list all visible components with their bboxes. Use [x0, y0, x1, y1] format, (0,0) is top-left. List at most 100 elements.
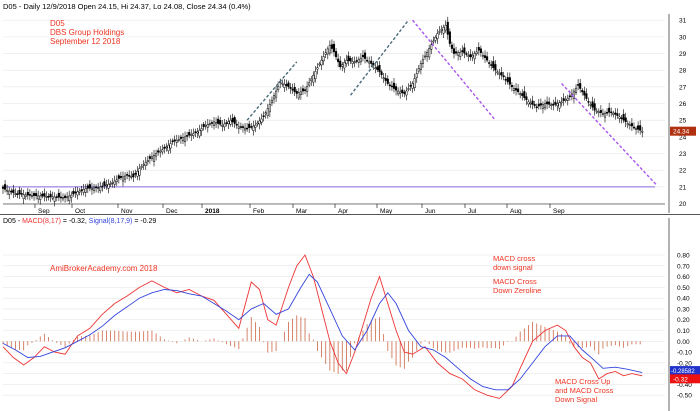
candle-body [401, 89, 404, 93]
candle-body [221, 124, 224, 127]
price-tick-label: 21 [679, 184, 687, 191]
candle-body [246, 127, 249, 130]
candle-body [212, 121, 216, 126]
x-tick-label: Jun [425, 208, 436, 215]
candle-body [86, 185, 89, 189]
macd-annotations: AmiBrokerAcademy.com 2018 MACD cross dow… [50, 254, 614, 404]
trendline-down [561, 83, 658, 186]
macd-lines [2, 254, 643, 399]
candle-body [390, 85, 393, 88]
candle-body [258, 120, 261, 125]
candle-body [28, 194, 31, 196]
candle-body [500, 72, 503, 76]
candle-body [519, 93, 522, 95]
candle-body [392, 82, 396, 89]
candle-body [119, 175, 122, 178]
candle-body [405, 90, 408, 96]
candle-body [163, 146, 166, 149]
candle-body [612, 112, 615, 115]
candle-body [608, 107, 611, 113]
candle-body [438, 31, 441, 33]
candle-body [198, 129, 201, 137]
candle-body [256, 122, 259, 125]
candle-body [26, 191, 29, 196]
x-tick-label: Dec [166, 208, 178, 215]
candle-body [494, 64, 497, 71]
price-tick-label: 22 [679, 168, 687, 175]
candle-body [241, 126, 245, 128]
candle-body [111, 182, 114, 184]
candle-body [430, 44, 433, 50]
candle-body [426, 52, 429, 57]
candle-body [595, 110, 598, 113]
candle-body [293, 86, 296, 93]
macd-tick-label: 0.70 [677, 263, 690, 270]
candle-body [49, 193, 52, 197]
candle-body [506, 77, 509, 83]
candle-body [24, 194, 27, 197]
x-tick-label: Mar [296, 208, 308, 215]
candle-body [496, 71, 499, 74]
macd-value-tag [670, 374, 700, 384]
macd-tick-label: -0.10 [677, 350, 692, 357]
candle-body [297, 92, 300, 99]
candle-body [436, 33, 439, 39]
candle-body [469, 54, 472, 58]
candle-body [606, 111, 609, 114]
note-zeroline-line2: Down Zeroline [493, 286, 541, 295]
note-cross-up-line1: MACD Cross Up [555, 377, 610, 386]
candle-body [448, 31, 451, 44]
candle-body [637, 125, 640, 130]
price-tick-label: 27 [679, 84, 687, 91]
candle-body [564, 99, 567, 101]
candle-body [159, 150, 162, 153]
candle-body [548, 101, 551, 105]
last-close-tag-label: 24.34 [673, 129, 690, 136]
candle-body [155, 153, 158, 157]
macd-value-tag-label: -0.32 [673, 376, 688, 383]
candle-body [70, 194, 73, 198]
candle-body [260, 118, 263, 123]
x-tick-label: Apr [338, 208, 349, 215]
candle-body [233, 117, 236, 124]
candle-body [523, 91, 526, 98]
macd-y-axis: 0.80 0.70 0.60 0.50 0.40 0.30 0.20 0.10 0.00 -0.1… [668, 218, 692, 411]
candle-body [498, 73, 501, 75]
candle-body [444, 24, 447, 31]
note-cross-up-line2: and MACD Cross [555, 386, 614, 395]
candle-body [461, 50, 464, 53]
x-tick-label: May [380, 208, 393, 215]
candle-body [363, 52, 367, 59]
candle-body [272, 95, 276, 100]
candle-body [421, 59, 425, 64]
candle-body [628, 124, 631, 127]
candle-body [84, 188, 87, 193]
macd-tick-label: -0.50 [677, 393, 692, 400]
candle-body [428, 48, 431, 58]
candle-body [572, 90, 576, 99]
candle-body [587, 101, 590, 103]
candle-body [217, 118, 220, 124]
candle-body [492, 61, 495, 68]
candle-body [99, 186, 102, 192]
candle-body [593, 103, 596, 111]
candle-body [599, 110, 602, 113]
candle-body [326, 48, 329, 55]
candle-body [535, 106, 538, 109]
macd-header-macd-value: = -0.32, [61, 218, 89, 225]
candle-body [463, 47, 466, 54]
candle-body [74, 191, 77, 194]
candle-body [281, 82, 284, 85]
candle-body [287, 82, 290, 88]
candle-body [55, 196, 58, 198]
candle-body [82, 189, 85, 193]
candlestick-series [1, 16, 644, 207]
candle-body [109, 183, 112, 185]
candle-body [403, 91, 406, 94]
candle-body [181, 137, 185, 142]
candle-body [589, 104, 592, 106]
candle-body [6, 189, 9, 192]
candle-body [577, 84, 580, 86]
macd-tick-label: 0.80 [677, 253, 690, 260]
